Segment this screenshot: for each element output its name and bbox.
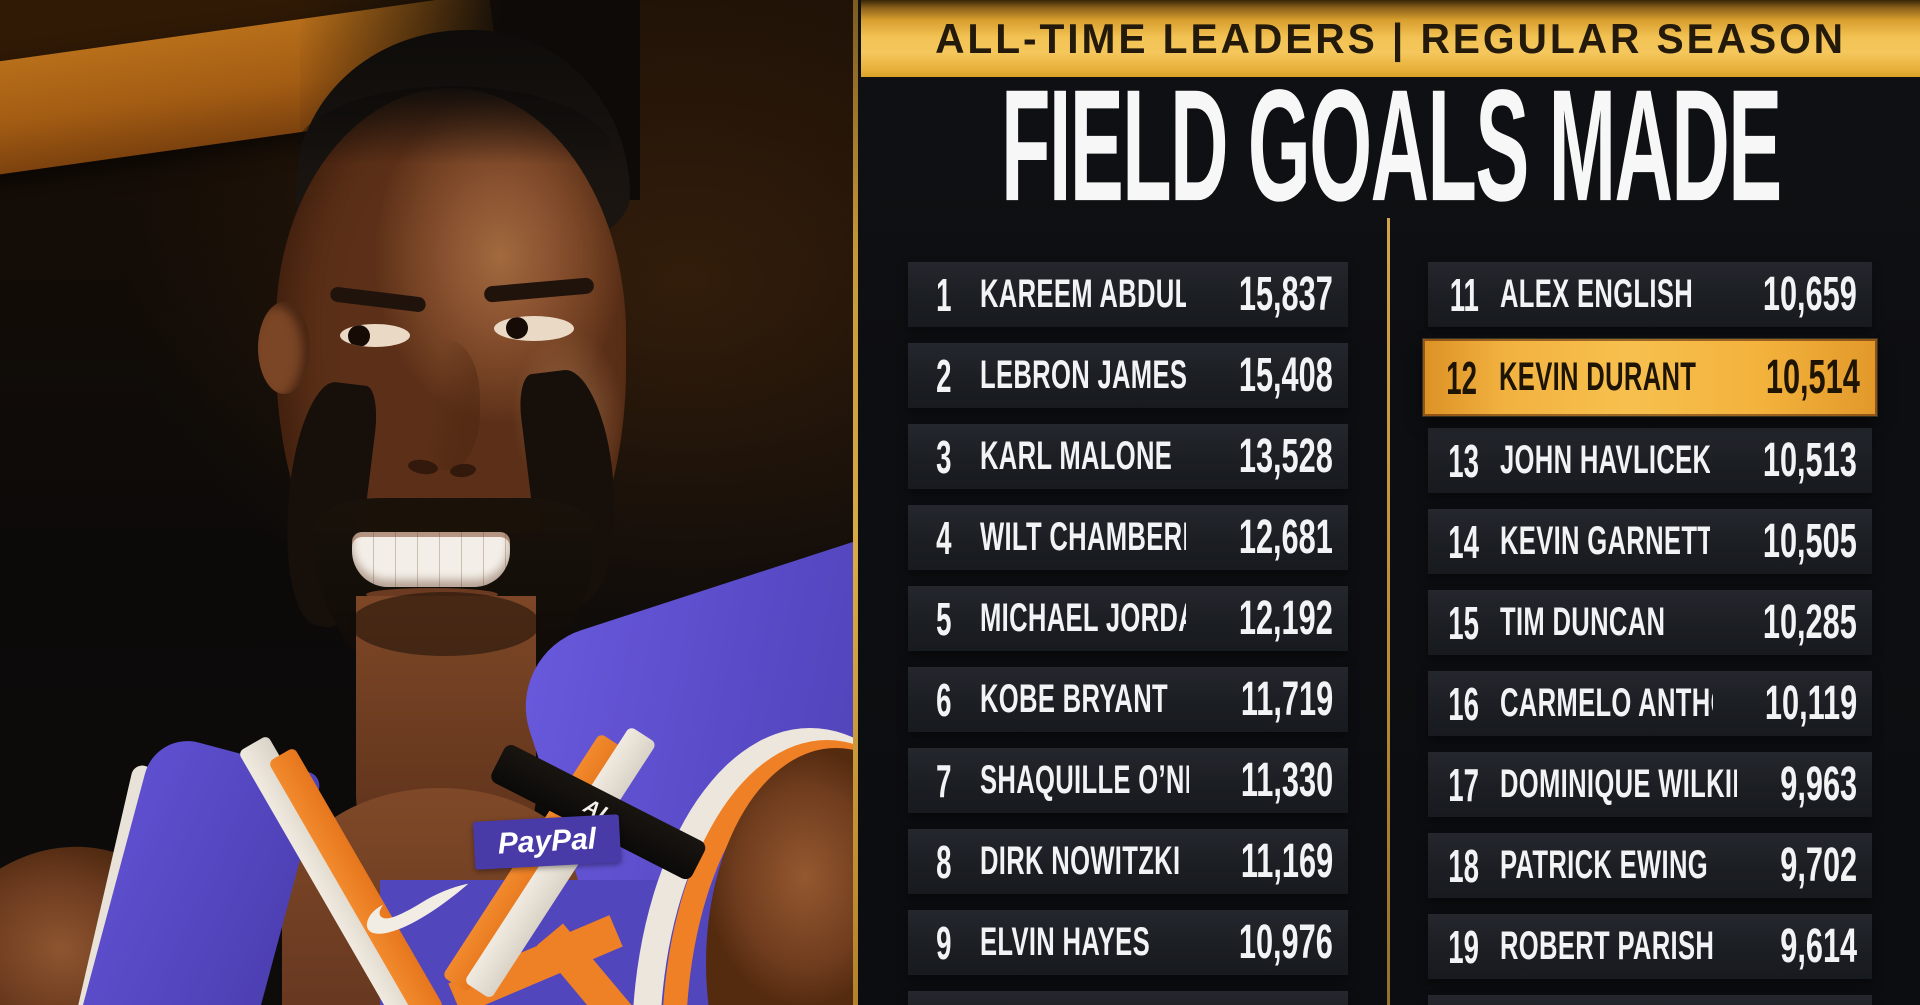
player-rank: 16 — [1448, 677, 1480, 730]
player-rank: 1 — [936, 268, 952, 321]
player-name: CARMELO ANTHONY — [1500, 681, 1713, 725]
leaderboard-panel: ALL-TIME LEADERS | REGULAR SEASON FIELD … — [857, 0, 1920, 1005]
player-fgm-value: 10,513 — [1763, 434, 1857, 487]
leaderboard-row: 1 KAREEM ABDUL-JABBAR 15,837 — [908, 262, 1348, 327]
player-name: WILT CHAMBERLAIN — [980, 515, 1186, 559]
player-rank: 17 — [1448, 758, 1480, 811]
nike-swoosh-icon — [355, 878, 480, 946]
player-rank: 10 — [908, 997, 980, 1005]
player-fgm-value: 9,508 — [1737, 1000, 1872, 1005]
player-fgm-value: 12,681 — [1239, 511, 1333, 564]
player-rank: 13 — [1448, 434, 1480, 487]
leaderboard-row: 5 MICHAEL JORDAN 12,192 — [908, 586, 1348, 651]
player-rank: 19 — [1448, 920, 1480, 973]
player-name: LEBRON JAMES — [980, 353, 1187, 397]
page-title: FIELD GOALS MADE — [861, 66, 1920, 225]
player-name: KEVIN DURANT — [1499, 355, 1697, 399]
player-name: DOMINIQUE WILKINS — [1500, 762, 1737, 806]
player-name: PATRICK EWING — [1500, 843, 1708, 887]
player-fgm-value: 15,408 — [1239, 349, 1333, 402]
player-rank: 2 — [936, 349, 952, 402]
leaderboard-row: 8 DIRK NOWITZKI 11,169 — [908, 829, 1348, 894]
kd-mustache — [358, 498, 540, 534]
leaderboard-row: 2 LEBRON JAMES 15,408 — [908, 343, 1348, 408]
player-rank: 6 — [936, 673, 952, 726]
player-name: ELVIN HAYES — [980, 920, 1150, 964]
leaderboard-row: 3 KARL MALONE 13,528 — [908, 424, 1348, 489]
player-fgm-value: 9,702 — [1780, 839, 1857, 892]
paypal-logo: PayPal — [472, 814, 622, 870]
player-fgm-value: 10,119 — [1764, 677, 1857, 730]
leaderboard-row: 16 CARMELO ANTHONY 10,119 — [1428, 671, 1872, 736]
kd-smile — [352, 532, 510, 587]
player-fgm-value: 15,837 — [1239, 268, 1333, 321]
player-rank: 20 — [1428, 1001, 1500, 1005]
leaderboard-column-1: 1 KAREEM ABDUL-JABBAR 15,837 2 LEBRON JA… — [908, 262, 1348, 1005]
leaderboard-column-2: 11 ALEX ENGLISH 10,659 12 KEVIN DURANT 1… — [1423, 262, 1877, 1005]
player-name: ALEX ENGLISH — [1500, 272, 1694, 316]
player-name: KAREEM ABDUL-JABBAR — [980, 272, 1186, 316]
player-name: ROBERT PARISH — [1500, 924, 1715, 968]
player-name: HAKEEM OLAJUWON — [980, 1001, 1186, 1005]
player-fgm-value: 10,505 — [1763, 515, 1857, 568]
leaderboard-row: 17 DOMINIQUE WILKINS 9,963 — [1428, 752, 1872, 817]
leaderboard-row: 18 PATRICK EWING 9,702 — [1428, 833, 1872, 898]
leaderboard-row: 9 ELVIN HAYES 10,976 — [908, 910, 1348, 975]
player-fgm-value: 11,719 — [1240, 673, 1333, 726]
player-rank: 8 — [936, 835, 952, 888]
kd-neck-shadow — [350, 592, 540, 656]
player-fgm-value: 9,614 — [1780, 920, 1857, 973]
player-rank: 14 — [1448, 515, 1480, 568]
player-fgm-value: 10,514 — [1766, 351, 1860, 404]
banner-text: ALL-TIME LEADERS | REGULAR SEASON — [935, 14, 1846, 62]
player-rank: 4 — [936, 511, 952, 564]
photo-panel-gold-divider — [853, 0, 858, 1005]
kd-nose — [410, 340, 480, 470]
leaderboard-row: 11 ALEX ENGLISH 10,659 — [1428, 262, 1872, 327]
player-fgm-value: 10,285 — [1763, 596, 1857, 649]
leaderboard-row: 20 OSCAR ROBERTSON 9,508 — [1428, 995, 1872, 1005]
player-name: JOHN HAVLICEK — [1500, 438, 1711, 482]
player-rank: 18 — [1448, 839, 1480, 892]
leaderboard-row: 14 KEVIN GARNETT 10,505 — [1428, 509, 1872, 574]
kd-eye-left — [340, 324, 410, 347]
kd-eye-right — [494, 316, 574, 341]
player-fgm-value: 12,192 — [1239, 592, 1333, 645]
player-rank: 3 — [936, 430, 952, 483]
leaderboard-row: 10 HAKEEM OLAJUWON 10,749 — [908, 991, 1348, 1005]
player-rank: 15 — [1448, 596, 1480, 649]
leaderboard-row: 6 KOBE BRYANT 11,719 — [908, 667, 1348, 732]
player-name: MICHAEL JORDAN — [980, 596, 1186, 640]
player-fgm-value: 13,528 — [1239, 430, 1333, 483]
leaderboard-row: 19 ROBERT PARISH 9,614 — [1428, 914, 1872, 979]
player-name: KEVIN GARNETT — [1500, 519, 1711, 563]
player-name: DIRK NOWITZKI — [980, 839, 1181, 883]
player-name: KARL MALONE — [980, 434, 1173, 478]
player-rank: 7 — [936, 754, 952, 807]
leaderboard-row: 7 SHAQUILLE O’NEAL 11,330 — [908, 748, 1348, 813]
player-rank: 9 — [936, 916, 952, 969]
player-rank: 12 — [1446, 351, 1478, 404]
player-rank: 5 — [936, 592, 952, 645]
player-fgm-value: 11,330 — [1240, 754, 1333, 807]
player-name: TIM DUNCAN — [1500, 600, 1666, 644]
leaderboard-row: 4 WILT CHAMBERLAIN 12,681 — [908, 505, 1348, 570]
leaderboard-row: 13 JOHN HAVLICEK 10,513 — [1428, 428, 1872, 493]
kd-ear — [258, 302, 310, 394]
player-rank: 11 — [1449, 268, 1479, 321]
banner: ALL-TIME LEADERS | REGULAR SEASON — [861, 0, 1920, 77]
player-fgm-value: 10,976 — [1239, 916, 1333, 969]
player-fgm-value: 10,659 — [1763, 268, 1857, 321]
player-name: KOBE BRYANT — [980, 677, 1168, 721]
kd-photo: AL PayPal — [0, 0, 857, 1005]
leaderboard-row: 15 TIM DUNCAN 10,285 — [1428, 590, 1872, 655]
player-fgm-value: 10,749 — [1186, 996, 1348, 1005]
player-fgm-value: 11,169 — [1240, 835, 1333, 888]
page-title-text: FIELD GOALS MADE — [1000, 55, 1782, 235]
leaderboard-row: 12 KEVIN DURANT 10,514 — [1423, 339, 1877, 416]
player-fgm-value: 9,963 — [1780, 758, 1857, 811]
paypal-logo-text: PayPal — [496, 822, 597, 861]
player-name: SHAQUILLE O’NEAL — [980, 758, 1189, 802]
column-divider — [1387, 218, 1390, 1005]
